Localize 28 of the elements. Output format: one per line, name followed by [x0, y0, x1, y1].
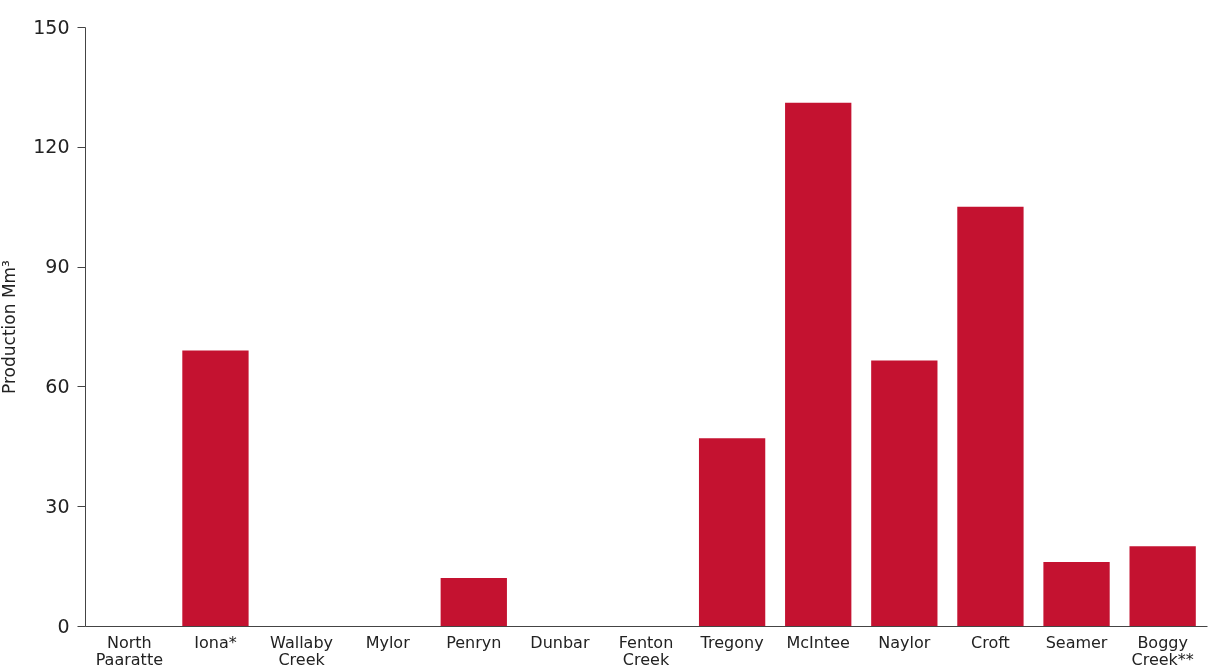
x-tick-label: Naylor	[878, 632, 931, 652]
bar	[440, 578, 507, 626]
bar	[1043, 562, 1110, 626]
y-tick-label: 30	[45, 494, 70, 517]
x-tick-label: Tregony	[699, 632, 764, 652]
x-tick-label: Boggy Creek**	[1131, 632, 1194, 669]
bar	[871, 360, 938, 626]
x-tick-label: McIntee	[786, 632, 850, 652]
y-tick-label: 0	[57, 614, 70, 637]
x-tick-label: Wallaby Creek	[270, 632, 334, 669]
x-tick-label: Croft	[971, 632, 1010, 652]
x-tick-label: Dunbar	[530, 632, 590, 652]
bar	[957, 206, 1024, 626]
y-tick-label: 150	[33, 15, 70, 38]
x-tick-label: Penryn	[446, 632, 502, 652]
y-tick-label: 60	[45, 374, 70, 397]
x-tick-label: Iona*	[194, 632, 237, 652]
x-tick-label: Fenton Creek	[618, 632, 674, 669]
y-tick-label: 90	[45, 255, 70, 278]
x-tick-label: Seamer	[1045, 632, 1108, 652]
x-tick-label: Mylor	[365, 632, 411, 652]
bar	[698, 438, 766, 626]
y-axis-title: Production Mm³	[0, 260, 20, 394]
bar	[1129, 546, 1196, 626]
bar	[785, 102, 852, 626]
y-tick-label: 120	[33, 135, 70, 158]
bar	[182, 350, 249, 626]
x-tick-label: North Paaratte	[95, 632, 163, 669]
